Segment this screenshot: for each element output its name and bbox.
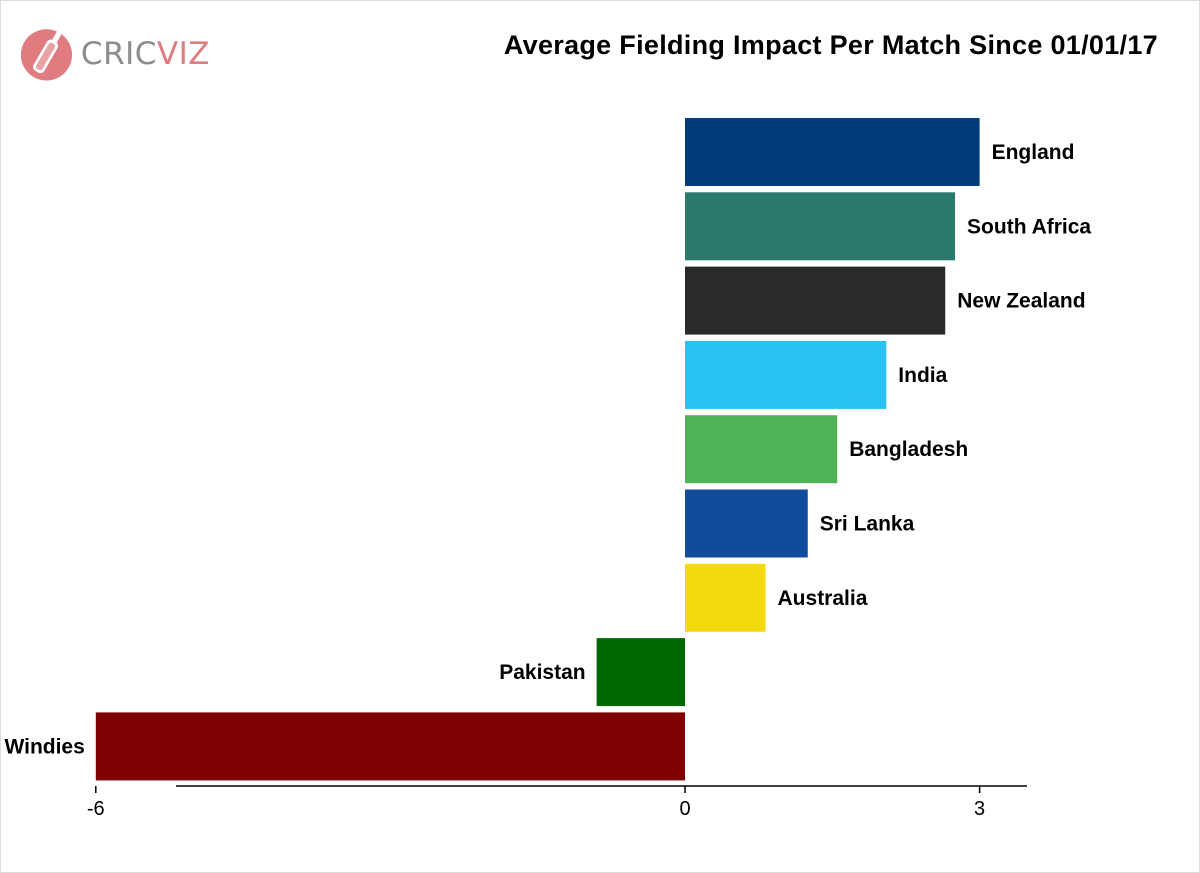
bar-india — [685, 340, 887, 409]
bar-label-sri-lanka: Sri Lanka — [820, 513, 915, 536]
x-tick-label-0: 0 — [679, 798, 690, 820]
bar-label-pakistan: Pakistan — [499, 661, 585, 684]
bar-australia — [685, 563, 766, 632]
x-tick-label--6: -6 — [87, 798, 105, 820]
x-axis: -6 0 3 — [87, 785, 1027, 820]
bar-new-zealand — [685, 266, 946, 335]
bar-bangladesh — [685, 415, 838, 484]
chart-title: Average Fielding Impact Per Match Since … — [503, 30, 1158, 60]
bar-label-england: England — [992, 141, 1075, 164]
bar-label-windies: Windies — [4, 735, 84, 758]
bar-england — [685, 118, 980, 186]
brand-wordmark: CRICVIZ — [80, 35, 210, 72]
x-tick-label-3: 3 — [974, 798, 985, 820]
bar-pakistan — [596, 638, 685, 707]
bar-windies — [95, 712, 686, 781]
bar-label-australia: Australia — [778, 587, 868, 610]
brand-wordmark-part2: VIZ — [156, 35, 210, 72]
bar-label-new-zealand: New Zealand — [957, 290, 1085, 313]
bar-south-africa — [685, 192, 956, 261]
bar-label-india: India — [898, 364, 947, 387]
bars-layer: England South Africa New Zealand India Bangl… — [4, 118, 1091, 781]
bar-label-bangladesh: Bangladesh — [849, 438, 968, 461]
cricviz-logo: CRICVIZ — [20, 22, 210, 86]
bar-label-south-africa: South Africa — [967, 215, 1091, 238]
cricket-bat-logo-icon — [20, 29, 73, 81]
bar-sri-lanka — [685, 489, 808, 558]
brand-wordmark-part1: CRIC — [80, 35, 157, 72]
